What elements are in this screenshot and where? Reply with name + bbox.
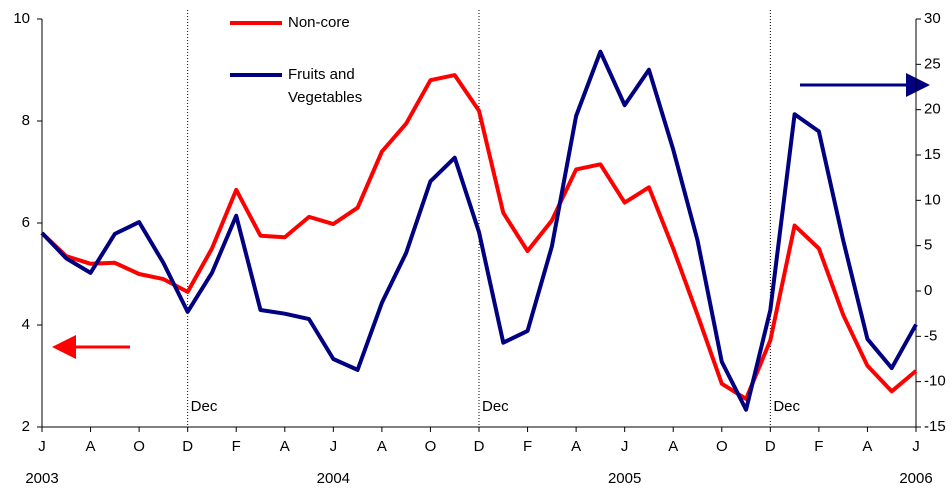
y2-tick-label: 0: [924, 282, 932, 299]
y-tick-label: 8: [22, 112, 30, 129]
y-tick-label: 2: [22, 418, 30, 435]
x-tick-label: J: [912, 438, 920, 455]
divider-label: Dec: [773, 398, 800, 415]
divider-label: Dec: [482, 398, 509, 415]
series-line: [40, 73, 918, 401]
y-tick-label: 6: [22, 214, 30, 231]
y2-tick-label: -5: [924, 327, 937, 344]
year-label: 2004: [317, 470, 350, 487]
series-line: [40, 49, 918, 412]
x-tick-label: A: [862, 438, 872, 455]
legend-label: Non-core: [288, 14, 350, 31]
y-tick-label: 4: [22, 316, 30, 333]
y2-tick-label: 20: [924, 101, 941, 118]
y2-tick-label: 10: [924, 191, 941, 208]
x-tick-label: A: [86, 438, 96, 455]
x-tick-label: F: [814, 438, 823, 455]
x-tick-label: F: [232, 438, 241, 455]
x-tick-label: A: [280, 438, 290, 455]
x-tick-label: O: [425, 438, 437, 455]
x-tick-label: O: [133, 438, 145, 455]
x-tick-label: F: [523, 438, 532, 455]
year-label: 2005: [608, 470, 641, 487]
legend-label: Fruits and Vegetables: [288, 66, 363, 106]
y2-tick-label: -15: [924, 418, 946, 435]
x-tick-label: J: [621, 438, 629, 455]
y2-tick-label: 15: [924, 146, 941, 163]
x-tick-label: J: [330, 438, 338, 455]
y2-tick-label: 5: [924, 237, 932, 254]
x-tick-label: A: [668, 438, 678, 455]
year-label: 2003: [25, 470, 58, 487]
y2-tick-label: 30: [924, 10, 941, 27]
y2-tick-label: 25: [924, 55, 941, 72]
x-tick-label: D: [182, 438, 193, 455]
y2-tick-label: -10: [924, 373, 946, 390]
x-tick-label: D: [765, 438, 776, 455]
x-tick-label: O: [716, 438, 728, 455]
y-tick-label: 10: [13, 10, 30, 27]
x-tick-label: A: [571, 438, 581, 455]
divider-label: Dec: [191, 398, 218, 415]
x-tick-label: D: [474, 438, 485, 455]
x-tick-label: A: [377, 438, 387, 455]
x-tick-label: J: [38, 438, 46, 455]
year-label: 2006: [899, 470, 932, 487]
